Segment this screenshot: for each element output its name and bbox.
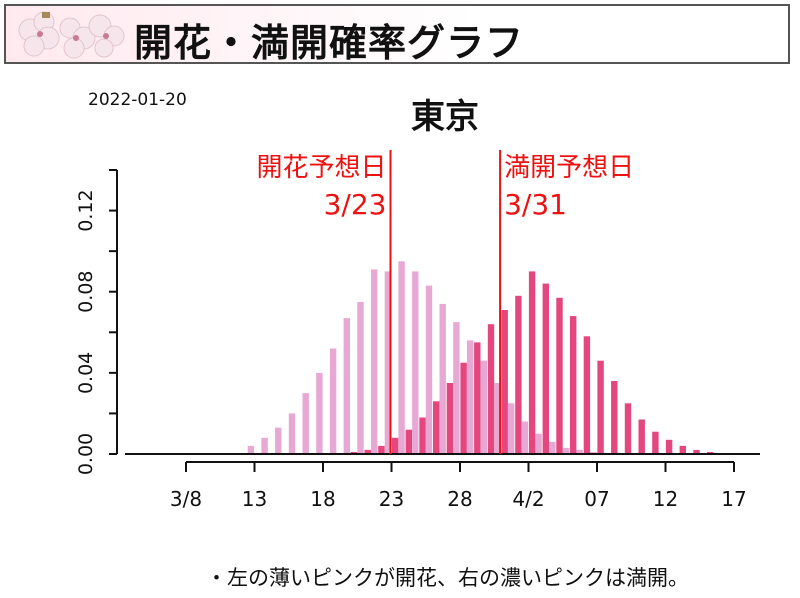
- bloom-bar: [453, 322, 460, 454]
- page-title: 開花・満開確率グラフ: [134, 21, 525, 65]
- full-bloom-bar: [542, 283, 549, 454]
- y-tick-label: 0.08: [75, 271, 97, 313]
- full-bloom-bar: [446, 383, 454, 454]
- forecast-label: 満開予想日: [504, 153, 634, 183]
- x-tick-label: 17: [721, 487, 746, 511]
- x-tick-label: 3/8: [170, 487, 202, 511]
- full-bloom-bar: [391, 437, 399, 454]
- full-bloom-bar: [597, 360, 604, 454]
- full-bloom-bar: [405, 429, 412, 454]
- full-bloom-bar: [419, 417, 426, 454]
- bloom-bar: [576, 449, 583, 454]
- bloom-bar: [275, 427, 282, 454]
- x-tick-label: 28: [447, 487, 472, 511]
- bloom-bar: [562, 447, 570, 454]
- bloom-bar: [371, 269, 378, 454]
- date-label: 2022-01-20: [88, 90, 187, 110]
- bloom-bar: [508, 403, 515, 454]
- full-bloom-bar: [611, 381, 618, 454]
- bloom-bar: [316, 372, 323, 454]
- bloom-bar: [384, 271, 392, 454]
- x-tick-label: 23: [379, 487, 404, 511]
- x-tick-label: 13: [242, 487, 267, 511]
- full-bloom-bar: [487, 324, 495, 454]
- footnote: ・左の薄いピンクが開花、右の濃いピンクは満開。: [206, 566, 689, 590]
- full-bloom-bar: [679, 445, 686, 454]
- x-tick-label: 07: [584, 487, 609, 511]
- bloom-bar: [398, 261, 405, 454]
- bloom-bar: [357, 301, 364, 454]
- full-bloom-bar: [364, 449, 371, 454]
- bloom-bar: [549, 441, 556, 454]
- full-bloom-bar: [515, 295, 522, 454]
- full-bloom-bar: [528, 271, 536, 454]
- y-tick-label: 0.12: [75, 189, 97, 231]
- x-tick-label: 12: [653, 487, 678, 511]
- bloom-bar: [521, 421, 529, 454]
- full-bloom-bar: [378, 445, 385, 454]
- bloom-bar: [343, 318, 350, 454]
- y-tick-label: 0.04: [75, 352, 97, 394]
- full-bloom-bar: [693, 449, 700, 454]
- forecast-date: 3/23: [324, 188, 387, 221]
- bloom-bar: [439, 303, 446, 454]
- bloom-bar: [247, 445, 255, 454]
- full-bloom-bar: [583, 336, 591, 454]
- bloom-bar: [329, 348, 337, 454]
- bloom-bar: [425, 285, 433, 454]
- x-tick-label: 18: [310, 487, 335, 511]
- full-bloom-bar: [652, 431, 659, 454]
- full-bloom-bar: [501, 310, 508, 454]
- bloom-bar: [480, 360, 487, 454]
- bloom-bar: [535, 433, 542, 454]
- bloom-bar: [288, 413, 296, 454]
- probability-chart: 東京 0.00 0.04 0.08 0.12 3/8 13 18 23 28 4/2 07 12 17 開花…: [75, 97, 760, 511]
- cherry-blossom-icon: [18, 11, 125, 59]
- bloom-bar: [261, 437, 268, 454]
- full-bloom-bar: [474, 342, 481, 454]
- forecast-date: 3/31: [504, 188, 567, 221]
- forecast-label: 開花予想日: [256, 153, 386, 183]
- full-bloom-bar: [556, 297, 563, 454]
- bloom-bar: [302, 393, 309, 454]
- full-bloom-bar: [433, 401, 440, 454]
- x-tick-label: 4/2: [512, 487, 544, 511]
- bloom-bar: [494, 383, 501, 454]
- header-banner: 開花・満開確率グラフ: [4, 4, 790, 65]
- full-bloom-bar: [665, 439, 673, 454]
- y-tick-label: 0.00: [75, 433, 97, 475]
- full-bloom-bar: [460, 362, 467, 454]
- bloom-bar: [466, 340, 474, 454]
- full-bloom-bar: [570, 316, 577, 454]
- chart-title: 東京: [411, 97, 479, 137]
- bloom-bar: [412, 271, 419, 454]
- full-bloom-bar: [638, 419, 645, 454]
- full-bloom-bar: [624, 403, 632, 454]
